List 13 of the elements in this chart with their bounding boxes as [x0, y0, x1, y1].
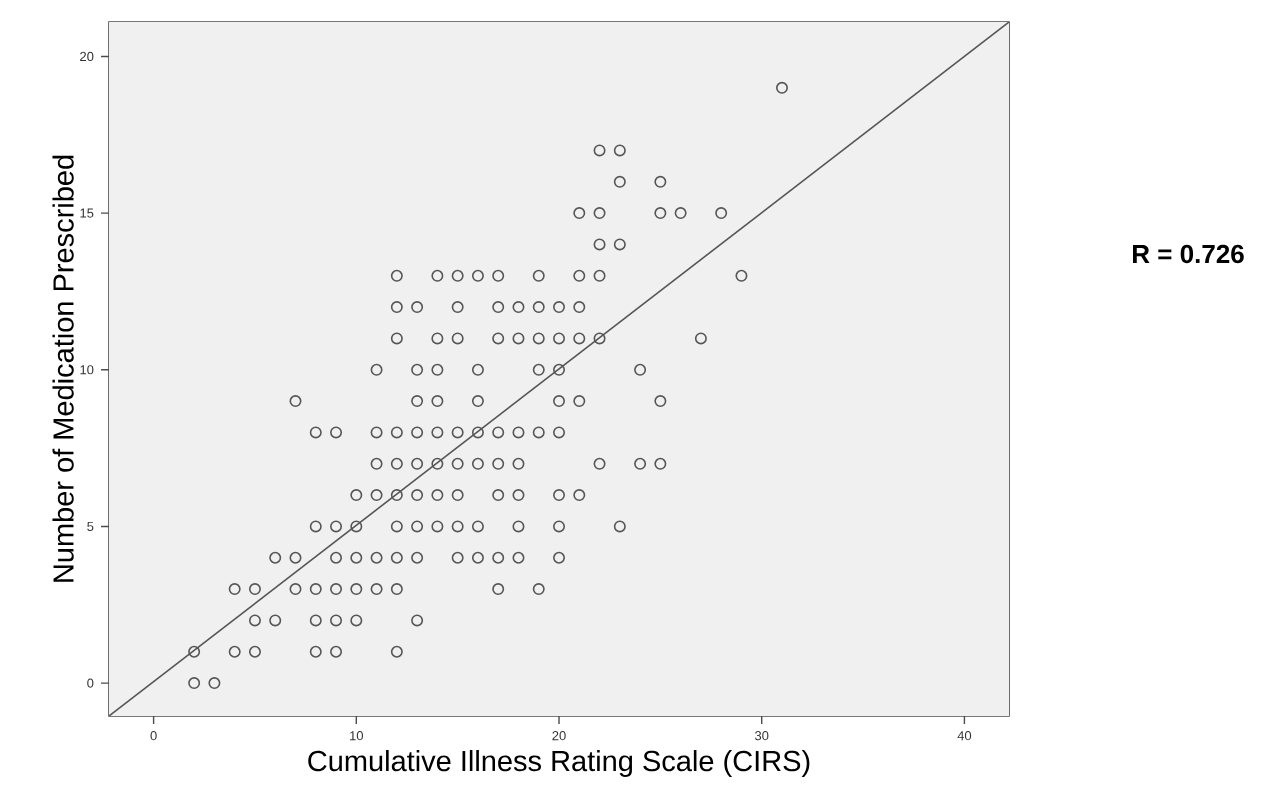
x-tick-label: 40: [957, 731, 972, 741]
y-tick-label: 15: [80, 208, 94, 218]
x-tick-label: 0: [150, 731, 157, 741]
y-tick-label: 20: [80, 51, 94, 62]
x-tick-label: 10: [350, 731, 364, 741]
y-tick-label: 10: [80, 365, 94, 375]
x-tick-label: 20: [552, 731, 566, 741]
x-tick-label: 30: [754, 731, 769, 741]
y-tick-label: 5: [87, 521, 94, 531]
text: R = 0.726: [1133, 244, 1244, 264]
x-axis-title: Cumulative Illness Rating Scale (CIRS): [308, 749, 810, 778]
y-tick-label: 0: [87, 678, 94, 688]
y-axis-title: Number of Medication Prescribed: [52, 155, 74, 582]
